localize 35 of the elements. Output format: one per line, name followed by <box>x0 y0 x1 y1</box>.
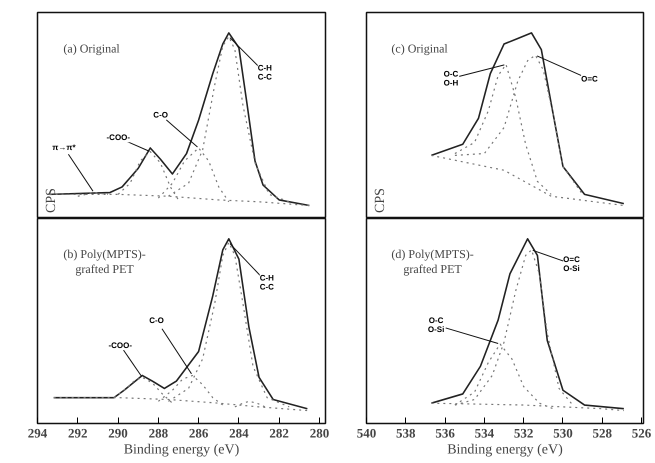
annotation: C-H C-C <box>258 64 272 82</box>
x-tick-label: 528 <box>592 426 612 440</box>
x-tick-label: 292 <box>68 426 88 440</box>
annotation: C-O <box>153 110 168 120</box>
annotation: O-C O-H <box>444 69 459 88</box>
text: (a) Original <box>63 41 120 56</box>
x-tick-label: 286 <box>188 426 209 440</box>
x-tick-label: 290 <box>108 426 128 440</box>
x-axis-title: Binding energy (eV) <box>124 442 240 458</box>
x-tick-label: 540 <box>356 426 376 440</box>
x-tick-label: 538 <box>396 426 416 440</box>
text: (d) Poly(MPTS)- grafted PET <box>391 247 474 276</box>
annotation: O=C <box>581 74 598 84</box>
text: (b) Poly(MPTS)- grafted PET <box>63 247 146 276</box>
y-axis-title: CPS <box>44 188 59 213</box>
x-tick-label: 284 <box>229 426 250 440</box>
text: (c) Original <box>391 41 448 56</box>
annotation: O-C O-Si <box>428 316 444 334</box>
annotation: -COO- <box>106 133 130 142</box>
annotation: C-H C-C <box>260 274 274 292</box>
x-tick-label: 282 <box>269 426 289 440</box>
x-tick-label: 526 <box>632 426 652 440</box>
x-tick-label: 532 <box>514 426 534 440</box>
x-tick-label: 530 <box>553 426 573 440</box>
annotation: -COO- <box>108 340 132 350</box>
x-tick-label: 536 <box>435 426 456 440</box>
annotation: C-O <box>149 316 164 325</box>
x-tick-label: 534 <box>474 426 495 440</box>
y-axis-title: CPS <box>373 188 388 213</box>
annotation: O=C O-Si <box>563 254 580 273</box>
x-axis-title: Binding energy (eV) <box>447 442 564 458</box>
x-tick-label: 280 <box>310 426 330 440</box>
x-tick-label: 294 <box>28 426 48 440</box>
annotation: π→π* <box>52 143 76 152</box>
x-tick-label: 288 <box>148 426 169 440</box>
